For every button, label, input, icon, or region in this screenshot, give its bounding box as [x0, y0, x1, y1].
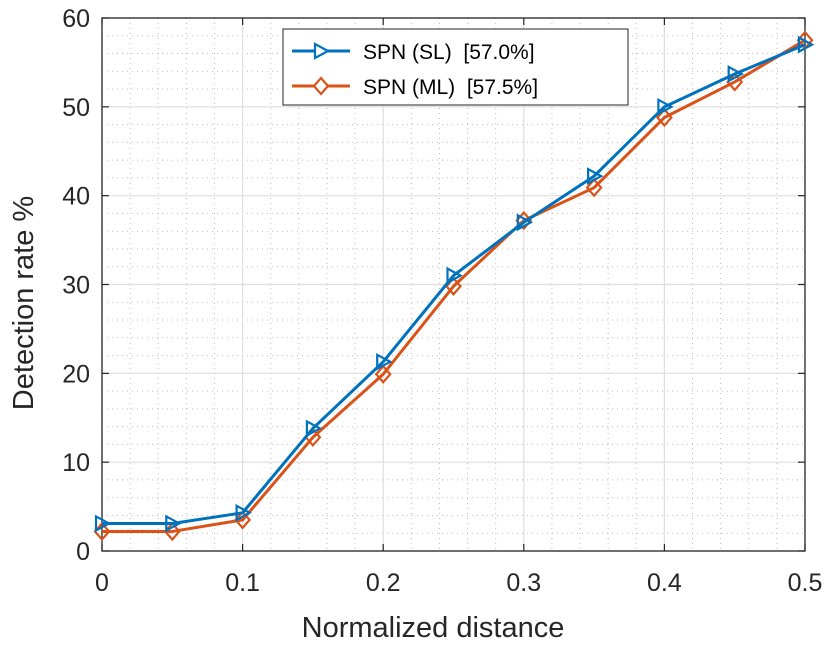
x-tick-label: 0.3 — [506, 569, 541, 597]
series-spn-sl — [94, 35, 815, 533]
x-tick-label: 0.1 — [225, 569, 260, 597]
x-tick-label: 0.2 — [366, 569, 401, 597]
legend-marker-ml — [312, 76, 330, 96]
y-tick-label: 60 — [62, 5, 90, 33]
legend-box — [282, 28, 629, 106]
legend-label-ml: SPN (ML) [57.5%] — [363, 76, 538, 99]
series-layer — [93, 30, 815, 542]
x-tick-label: 0.4 — [647, 569, 682, 597]
data-point-triangle — [235, 503, 252, 522]
series-line — [102, 38, 806, 533]
data-point-diamond — [234, 510, 252, 530]
y-tick-label: 0 — [76, 538, 90, 566]
y-tick-label: 10 — [62, 449, 90, 477]
data-point-diamond — [585, 178, 603, 198]
legend-entry-ml: SPN (ML) [57.5%] — [292, 76, 538, 99]
data-point-triangle — [657, 97, 674, 116]
data-point-triangle — [797, 35, 815, 54]
data-point-diamond — [655, 107, 673, 128]
data-point-triangle — [376, 352, 393, 371]
x-tick-label: 0.5 — [788, 569, 823, 597]
legend-marker-sl — [313, 42, 331, 60]
data-point-triangle — [516, 213, 534, 232]
y-tick-label: 40 — [62, 183, 90, 211]
data-point-triangle — [94, 514, 112, 533]
axis-ticks — [101, 17, 806, 552]
y-tick-labels: 0 10 20 30 40 50 60 — [62, 5, 90, 566]
legend-label-sl: SPN (SL) [57.0%] — [363, 41, 535, 64]
legend: SPN (SL) [57.0%] SPN (ML) [57.5%] — [282, 28, 629, 106]
y-tick-label: 50 — [62, 94, 90, 122]
data-point-triangle — [446, 266, 463, 285]
x-tick-labels: 0 0.1 0.2 0.3 0.4 0.5 — [95, 569, 822, 597]
data-point-triangle — [586, 167, 604, 185]
y-axis-title: Detection rate % — [8, 196, 40, 410]
y-tick-label: 30 — [62, 272, 90, 300]
data-point-diamond — [374, 364, 392, 384]
data-point-triangle — [727, 65, 745, 83]
data-point-triangle — [165, 514, 182, 533]
data-point-triangle — [305, 419, 323, 438]
series-line — [102, 43, 806, 525]
x-axis-title: Normalized distance — [302, 612, 565, 644]
minor-grid — [102, 18, 805, 551]
y-tick-label: 20 — [62, 360, 90, 388]
x-tick-label: 0 — [95, 569, 109, 597]
legend-entry-sl: SPN (SL) [57.0%] — [292, 41, 535, 64]
